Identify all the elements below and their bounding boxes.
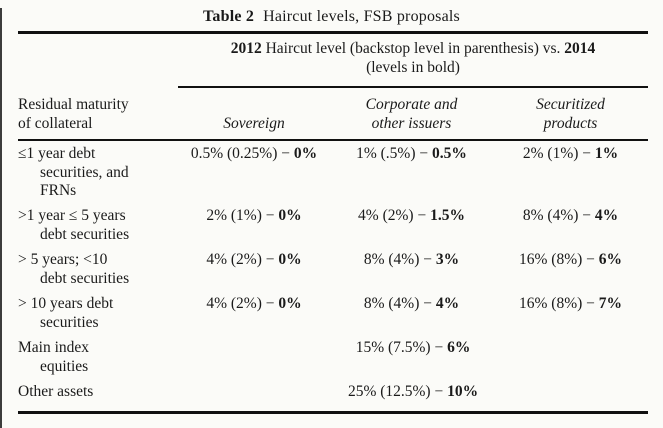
haircut-2012-value: 8% (4%) − — [522, 207, 595, 225]
cell-corporate: 8% (4%) − 4% — [330, 291, 493, 335]
haircut-2012-value: 4% (2%) − — [206, 251, 279, 269]
haircut-2014-value: 10% — [447, 382, 479, 400]
table-row: Main index equities 15% (7.5%) − 6% — [18, 335, 648, 379]
haircut-2014-value: 6% — [598, 251, 623, 269]
haircut-2012-value: 4% (2%) − — [358, 207, 431, 225]
spanning-header-line2: (levels in bold) — [366, 58, 460, 76]
cell-securitized: 8% (4%) − 4% — [493, 203, 648, 247]
cell-securitized: 16% (8%) − 6% — [493, 247, 648, 291]
table-row: ≤1 year debt securities, and FRNs 0.5% (… — [18, 140, 648, 204]
spanning-header-middle-text: Haircut level (backstop level in parenth… — [261, 40, 565, 57]
table-title-text: Haircut levels, FSB proposals — [263, 8, 460, 25]
table-row: >1 year ≤ 5 years debt securities 2% (1%… — [18, 203, 648, 247]
cell-securitized: 2% (1%) − 1% — [493, 140, 648, 204]
haircut-2012-value: 16% (8%) − — [519, 251, 599, 269]
spanning-header-line1: 2012 Haircut level (backstop level in pa… — [180, 40, 646, 59]
cell-corporate: 8% (4%) − 3% — [330, 247, 493, 291]
cell-all-collateral: 25% (12.5%) − 10% — [178, 379, 648, 412]
haircut-2014-value: 0% — [278, 207, 302, 225]
table-row: > 5 years; <10 debt securities 4% (2%) −… — [18, 247, 648, 291]
year-2014-label: 2014 — [564, 40, 596, 57]
scan-edge-artifact — [0, 8, 2, 428]
table-number-label: Table 2 — [203, 8, 255, 25]
cell-sovereign: 4% (2%) − 0% — [178, 291, 330, 335]
table-row: > 10 years debt securities 4% (2%) − 0% … — [18, 291, 648, 335]
column-header-corporate: Corporate and other issuers — [330, 86, 493, 141]
haircut-2014-value: 7% — [598, 294, 623, 312]
spanning-header-spacer — [18, 33, 178, 87]
cell-corporate: 4% (2%) − 1.5% — [330, 203, 493, 247]
row-label-5to10yr-debt: > 5 years; <10 debt securities — [18, 251, 130, 288]
haircut-2014-value: 6% — [447, 338, 471, 356]
haircut-2014-value: 0% — [293, 144, 318, 162]
haircut-2012-value: 0.5% (0.25%) − — [190, 144, 294, 162]
haircut-2014-value: 0% — [278, 294, 302, 312]
haircut-2012-value: 16% (8%) − — [519, 294, 599, 312]
cell-securitized: 16% (8%) − 7% — [493, 291, 648, 335]
haircut-2012-value: 2% (1%) − — [206, 207, 279, 225]
haircut-2014-value: 0.5% — [432, 144, 467, 162]
haircut-levels-table: 2012 Haircut level (backstop level in pa… — [18, 31, 649, 414]
haircut-2014-value: 1.5% — [430, 207, 465, 225]
cell-sovereign: 2% (1%) − 0% — [178, 203, 330, 247]
haircut-2012-value: 4% (2%) − — [206, 294, 279, 312]
haircut-2012-value: 8% (4%) − — [363, 294, 436, 312]
row-label-over10yr-debt: > 10 years debt securities — [18, 294, 114, 331]
table-caption: Table 2 Haircut levels, FSB proposals — [0, 8, 663, 26]
cell-all-collateral: 15% (7.5%) − 6% — [178, 335, 648, 379]
row-label-1to5yr-debt: >1 year ≤ 5 years debt securities — [18, 207, 130, 244]
spanning-header-cell: 2012 Haircut level (backstop level in pa… — [178, 32, 649, 88]
haircut-2012-value: 8% (4%) − — [363, 251, 436, 269]
haircut-2012-value: 15% (7.5%) − — [355, 338, 448, 356]
column-header-residual-maturity: Residual maturity of collateral — [18, 86, 178, 141]
column-header-row: Residual maturity of collateral Sovereig… — [18, 86, 649, 141]
haircut-2012-value: 2% (1%) − — [522, 144, 595, 162]
row-label-other-assets: Other assets — [18, 382, 94, 400]
column-header-sovereign: Sovereign — [178, 86, 330, 141]
haircut-2014-value: 1% — [594, 144, 619, 162]
cell-sovereign: 0.5% (0.25%) − 0% — [178, 140, 330, 204]
scanned-paper-page: { "title": { "label": "Table 2", "text":… — [0, 8, 663, 428]
haircut-2014-value: 4% — [594, 207, 619, 225]
spanning-header-row: 2012 Haircut level (backstop level in pa… — [18, 32, 649, 88]
cell-sovereign: 4% (2%) − 0% — [178, 247, 330, 291]
year-2012-label: 2012 — [230, 40, 262, 57]
haircut-2012-value: 1% (.5%) − — [356, 144, 432, 162]
haircut-2014-value: 4% — [435, 294, 460, 312]
haircut-2014-value: 3% — [435, 251, 460, 269]
column-header-securitized: Securitized products — [493, 86, 649, 141]
table-row: Other assets 25% (12.5%) − 10% — [18, 379, 648, 412]
haircut-2012-value: 25% (12.5%) − — [347, 382, 448, 400]
cell-corporate: 1% (.5%) − 0.5% — [330, 140, 493, 204]
haircut-2014-value: 0% — [278, 251, 302, 269]
row-label-main-index-equities: Main index equities — [18, 338, 90, 375]
row-label-1yr-debt: ≤1 year debt securities, and FRNs — [18, 144, 129, 200]
